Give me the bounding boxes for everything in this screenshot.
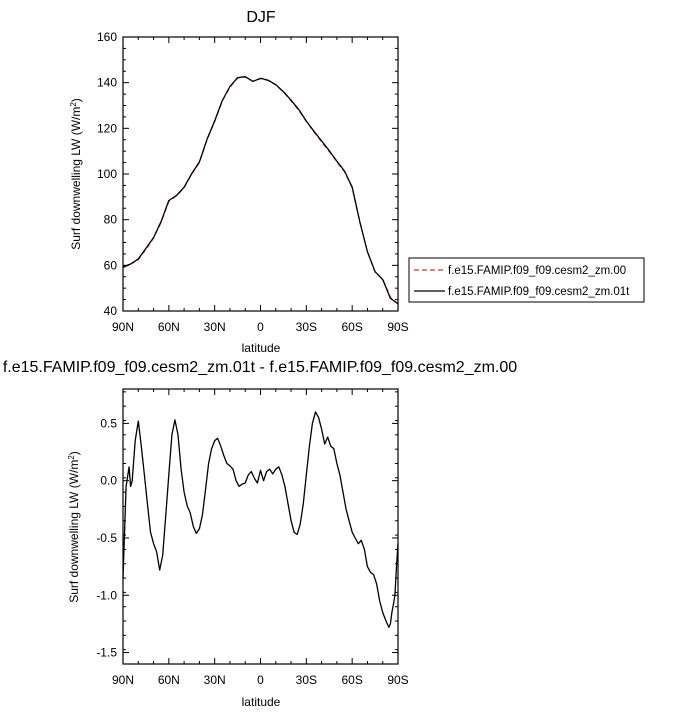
top-panel-xlabel: latitude [242,341,281,355]
bottom-ytick-label-4: 0.5 [100,416,117,430]
top-xtick-label-0: 90N [112,320,134,334]
top-xtick-label-4: 30S [296,320,317,334]
top-series-line-1 [122,76,399,305]
top-xtick-label-1: 60N [158,320,180,334]
bottom-xtick-label-6: 90S [387,673,408,687]
bottom-panel-ylabel: Surf downwelling LW (W/m2) [67,451,82,603]
top-panel-ylabel: Surf downwelling LW (W/m2) [69,98,84,250]
top-ytick-label-3: 100 [97,167,117,181]
bottom-xtick-label-0: 90N [112,673,134,687]
bottom-ytick-label-0: -1.5 [96,646,117,660]
top-ytick-label-2: 80 [104,213,118,227]
top-ytick-label-0: 40 [104,304,118,318]
bottom-ytick-label-2: -0.5 [96,531,117,545]
bottom-panel-frame [122,388,399,665]
legend: f.e15.FAMIP.f09_f09.cesm2_zm.00 f.e15.FA… [408,257,645,303]
top-series-line-0 [122,76,399,305]
bottom-panel-title: f.e15.FAMIP.f09_f09.cesm2_zm.01t - f.e15… [3,359,517,376]
bottom-xtick-label-5: 60S [341,673,362,687]
top-xtick-label-6: 90S [387,320,408,334]
bottom-ytick-label-1: -1.0 [96,588,117,602]
top-xtick-label-2: 30N [204,320,226,334]
legend-label-0: f.e15.FAMIP.f09_f09.cesm2_zm.00 [448,265,626,277]
bottom-xtick-label-2: 30N [204,673,226,687]
bottom-xtick-label-3: 0 [257,673,264,687]
legend-label-1: f.e15.FAMIP.f09_f09.cesm2_zm.01t [448,286,630,298]
bottom-panel: f.e15.FAMIP.f09_f09.cesm2_zm.01t - f.e15… [3,359,517,709]
bottom-panel-xlabel: latitude [242,695,281,709]
bottom-xtick-label-4: 30S [296,673,317,687]
top-xtick-label-3: 0 [257,320,264,334]
bottom-series-line-0 [122,411,399,628]
top-ytick-label-6: 160 [97,30,117,44]
top-panel: DJF 90N 60N 30N 0 30S 60S 90S 40 60 80 100 120 140 16… [69,9,645,355]
legend-box [408,257,645,303]
top-panel-title: DJF [246,9,276,26]
top-ytick-label-4: 120 [97,121,117,135]
top-xtick-label-5: 60S [341,320,362,334]
top-ytick-label-1: 60 [104,258,118,272]
top-ytick-label-5: 140 [97,76,117,90]
bottom-ytick-label-3: 0.0 [100,474,117,488]
bottom-xtick-label-1: 60N [158,673,180,687]
